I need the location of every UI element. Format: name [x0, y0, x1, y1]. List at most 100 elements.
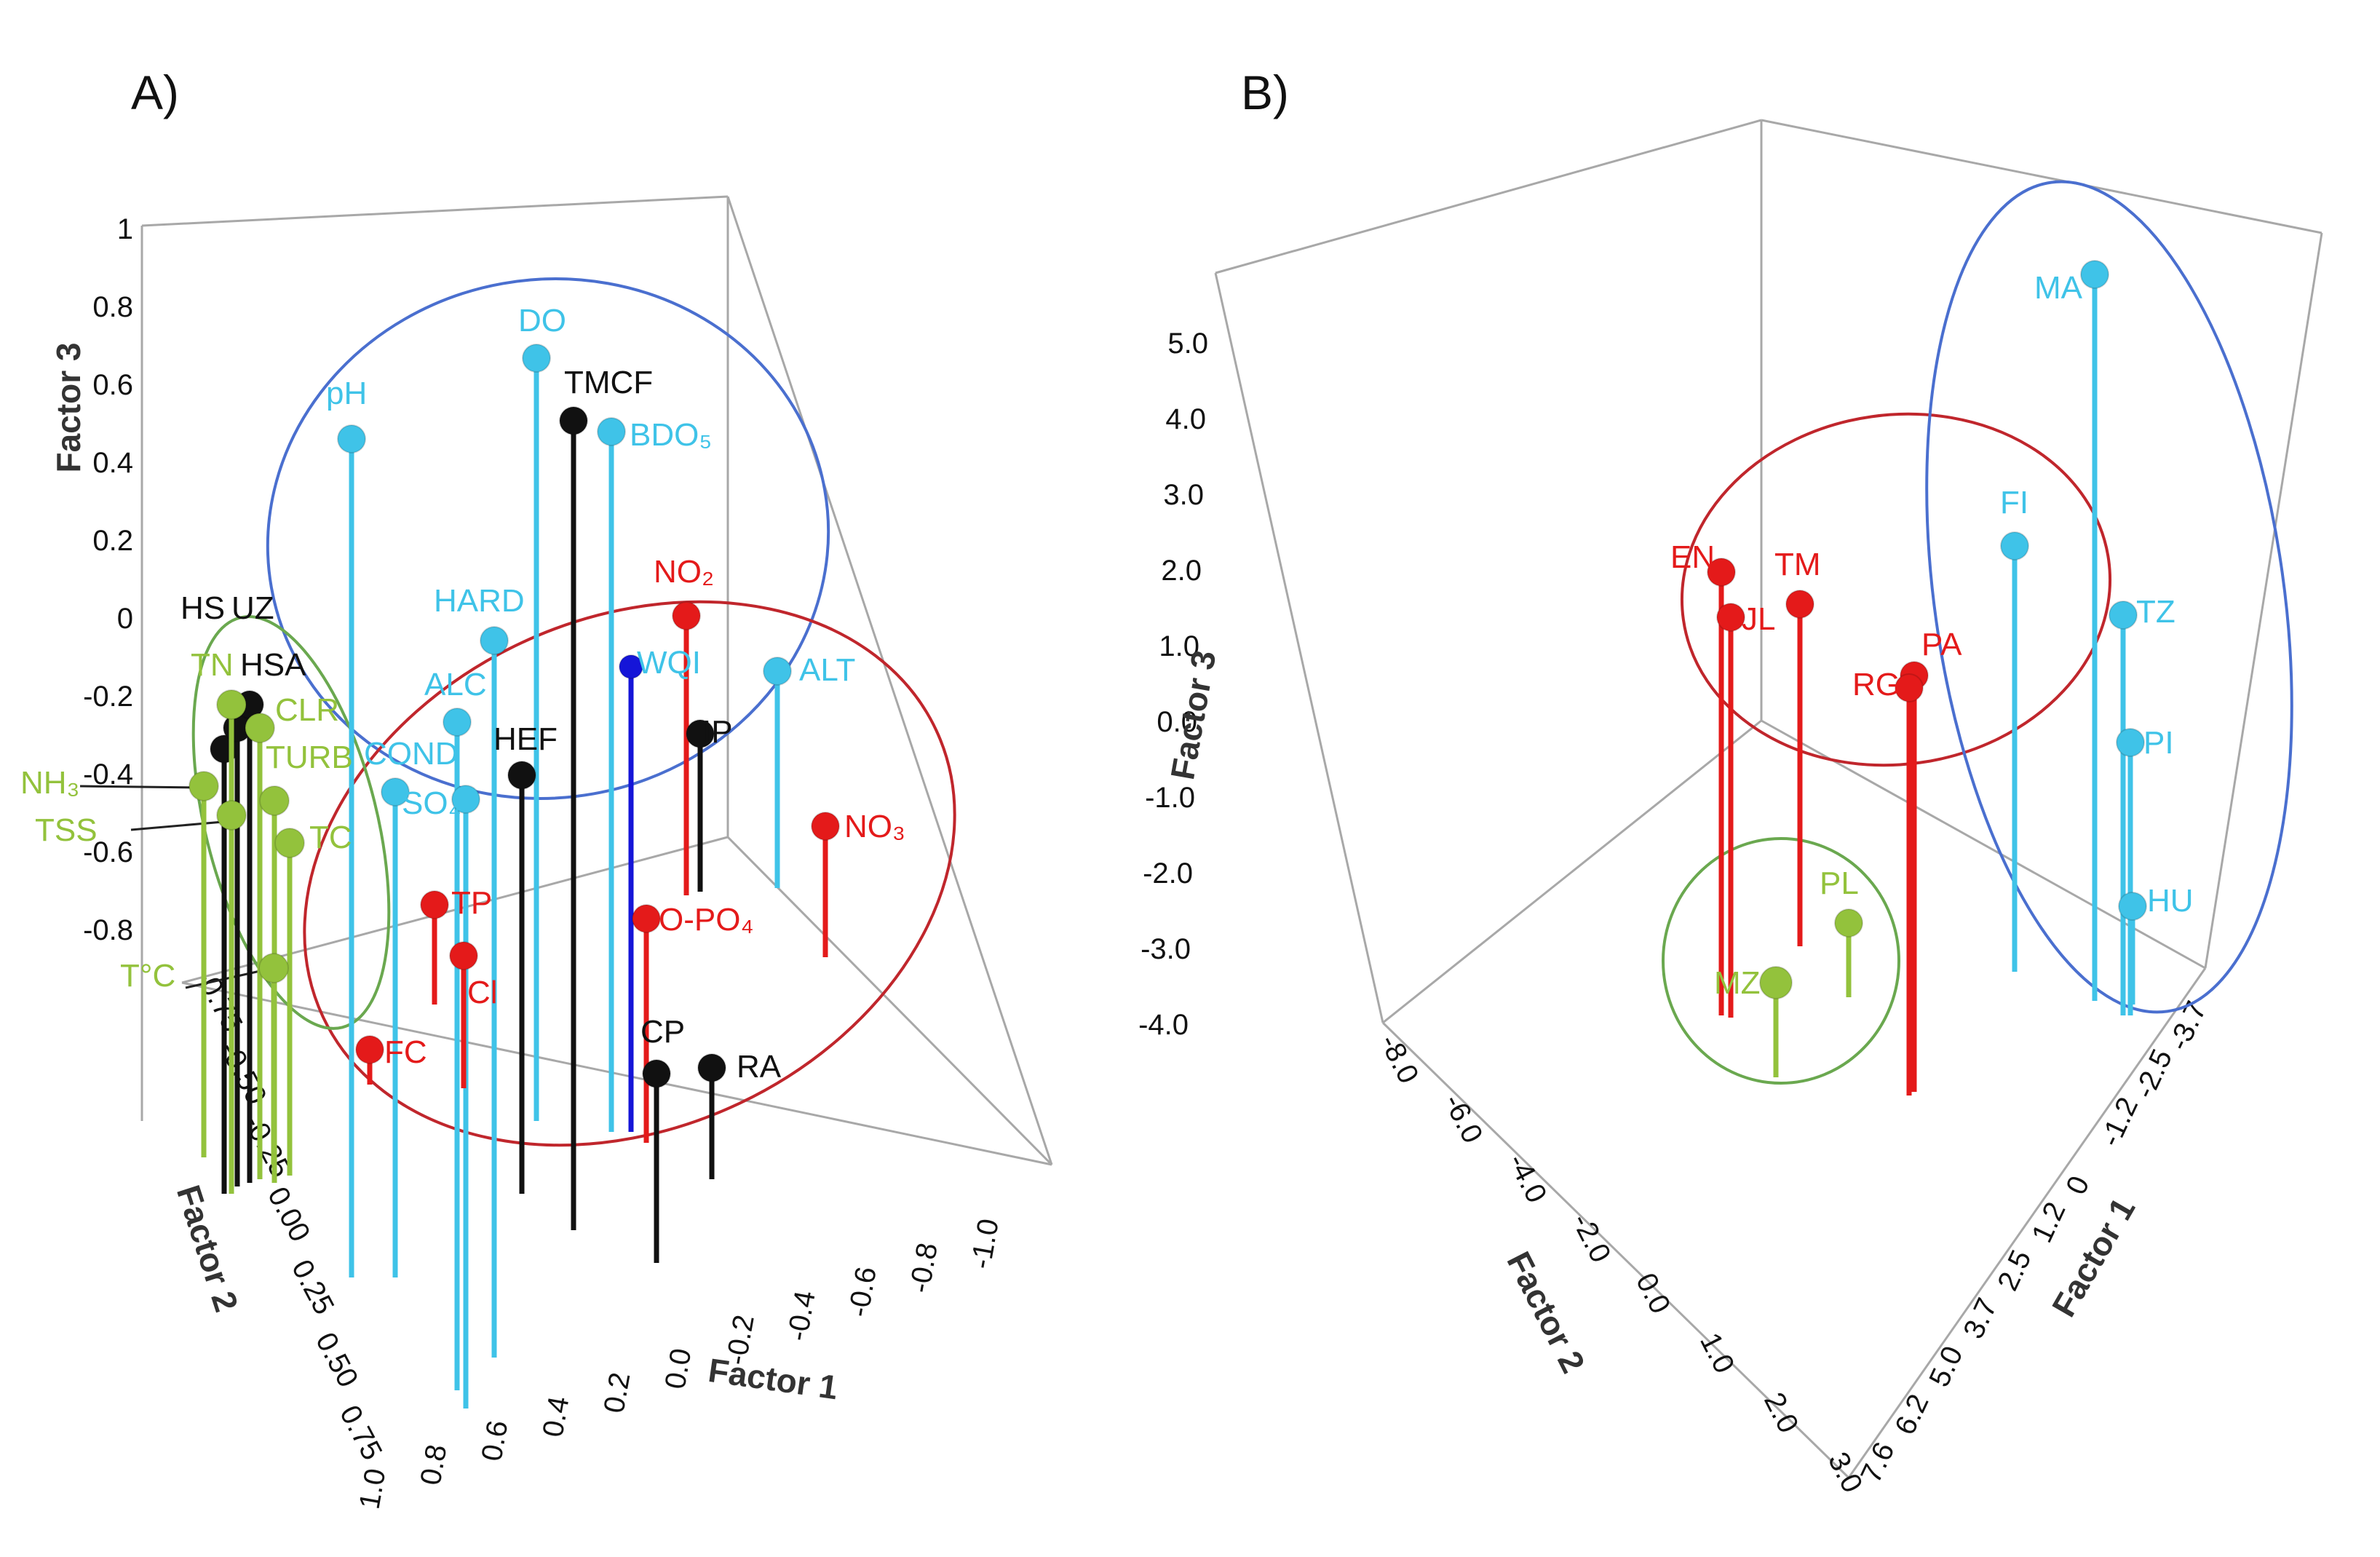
factor3-tick: 4.0: [1165, 403, 1206, 435]
label-hs: HS: [181, 590, 225, 626]
label-o-po4: O-PO₄: [659, 902, 753, 938]
factor3-tick: 0.4: [92, 447, 133, 479]
marker-bdo5: [597, 417, 626, 446]
label-tmcf: TMCF: [564, 365, 653, 400]
factor3-tick: 0.8: [92, 291, 133, 323]
factor2-tick: 0.00: [261, 1182, 316, 1247]
factor3-tick: -4.0: [1138, 1009, 1189, 1041]
label-bdo5: BDO₅: [630, 417, 712, 453]
label-no3: NO₃: [844, 809, 905, 844]
cluster-ellipse-blue: [1925, 180, 2293, 1014]
factor2-tick: 0.25: [285, 1255, 340, 1320]
label-hsa: HSA: [240, 647, 306, 683]
factor3-tick: -0.2: [83, 681, 133, 713]
factor1-tick: -0.4: [782, 1288, 822, 1344]
factor3-tick: 1: [117, 213, 133, 245]
axis-box-edge: [726, 836, 1053, 1166]
factor3-tick: 0.2: [92, 525, 133, 557]
label-mz: MZ: [1714, 965, 1761, 1001]
label-hef: HEF: [493, 721, 558, 757]
factor1-tick: -1.2: [2094, 1093, 2144, 1152]
factor1-tick: 1.0: [354, 1466, 392, 1511]
label-ma: MA: [2034, 270, 2083, 306]
marker-tss: [216, 800, 247, 831]
axis-title-factor3: Factor 3: [49, 343, 87, 473]
factor1-tick: -0.8: [904, 1240, 944, 1296]
marker-rg: [1895, 673, 1924, 702]
marker-mz: [1759, 966, 1793, 999]
factor3-tick: -2.0: [1143, 857, 1193, 890]
label-tss: TSS: [35, 812, 98, 848]
label-pi: PI: [2143, 725, 2174, 761]
factor1-tick: 0.8: [415, 1442, 453, 1487]
cluster-ellipse-green: [191, 615, 391, 1030]
marker-cond: [381, 777, 410, 807]
label-pl: PL: [1820, 865, 1859, 901]
label-tz: TZ: [2136, 594, 2175, 630]
marker-cp: [642, 1059, 671, 1088]
marker-hard: [480, 626, 509, 655]
axis-box-edge: [181, 981, 1052, 1166]
label-clr: CLR: [275, 692, 339, 728]
factor3-tick: 1.0: [1159, 630, 1199, 662]
label-nh3: NH₃: [20, 765, 79, 801]
marker-tn: [216, 689, 247, 720]
marker-tp: [420, 890, 449, 919]
factor1-tick: 0.2: [598, 1370, 637, 1415]
panel-label-a: A): [131, 66, 179, 119]
axis-box-edge: [1847, 967, 2207, 1478]
marker-pl: [1834, 908, 1863, 938]
factor3-tick: -3.0: [1141, 933, 1191, 965]
factor3-tick: 0.6: [92, 369, 133, 401]
marker-ip: [686, 719, 715, 748]
axis-box-edge: [141, 195, 729, 227]
factor1-tick: -2.5: [2128, 1045, 2178, 1104]
marker-cl: [449, 941, 478, 970]
label-ph: pH: [326, 376, 367, 411]
label-fc: FC: [384, 1034, 427, 1070]
factor3-tick: -0.6: [83, 836, 133, 868]
label-tm: TM: [1774, 547, 1821, 582]
marker-tmcf: [559, 406, 588, 435]
factor1-tick: 3.7: [1957, 1293, 2003, 1344]
marker-tm: [1785, 590, 1814, 619]
factor1-tick: 6.2: [1889, 1390, 1935, 1440]
marker-tc: [274, 828, 305, 858]
axis-title-factor2: Factor 2: [170, 1181, 246, 1316]
label-hu: HU: [2147, 883, 2194, 919]
marker-tz: [2109, 601, 2138, 630]
marker-hef: [507, 761, 536, 790]
factor2-tick: -2.0: [1566, 1208, 1617, 1267]
marker-fc: [355, 1035, 384, 1064]
label-alc: ALC: [424, 667, 487, 702]
marker-alt: [763, 657, 792, 686]
factor2-tick: -6.0: [1437, 1089, 1489, 1148]
marker-no3: [811, 812, 840, 841]
label-so4: SO₄: [402, 785, 461, 821]
axis-box-edge: [1214, 272, 1384, 1023]
factor1-tick: 0.4: [537, 1394, 576, 1439]
axis-box-edge: [2204, 232, 2323, 969]
factor3-tick: 3.0: [1163, 479, 1204, 511]
marker-no2: [672, 601, 701, 630]
label-turb: TURB: [266, 740, 353, 775]
factor1-tick: 0.6: [476, 1418, 515, 1463]
label-wqi: WQI: [637, 645, 701, 681]
label-cl: Cl: [467, 975, 498, 1010]
marker-ph: [337, 424, 366, 453]
label-fi: FI: [2000, 485, 2028, 520]
label-tdegc: T°C: [120, 958, 175, 994]
factor1-tick: 1.2: [2026, 1197, 2071, 1248]
label-ip: IP: [702, 714, 733, 750]
label-jl: JL: [1742, 601, 1775, 637]
marker-clr: [245, 713, 275, 743]
factor1-tick: 5.0: [1923, 1342, 1969, 1392]
axis-box-edge: [1215, 119, 1762, 274]
label-cond: COND: [364, 736, 459, 772]
factor1-tick: 0: [2060, 1171, 2095, 1200]
factor3-tick: 0.0: [1157, 706, 1197, 738]
label-do: DO: [518, 303, 566, 338]
cluster-ellipse-red: [303, 600, 956, 1147]
factor2-tick: -4.0: [1502, 1149, 1553, 1208]
